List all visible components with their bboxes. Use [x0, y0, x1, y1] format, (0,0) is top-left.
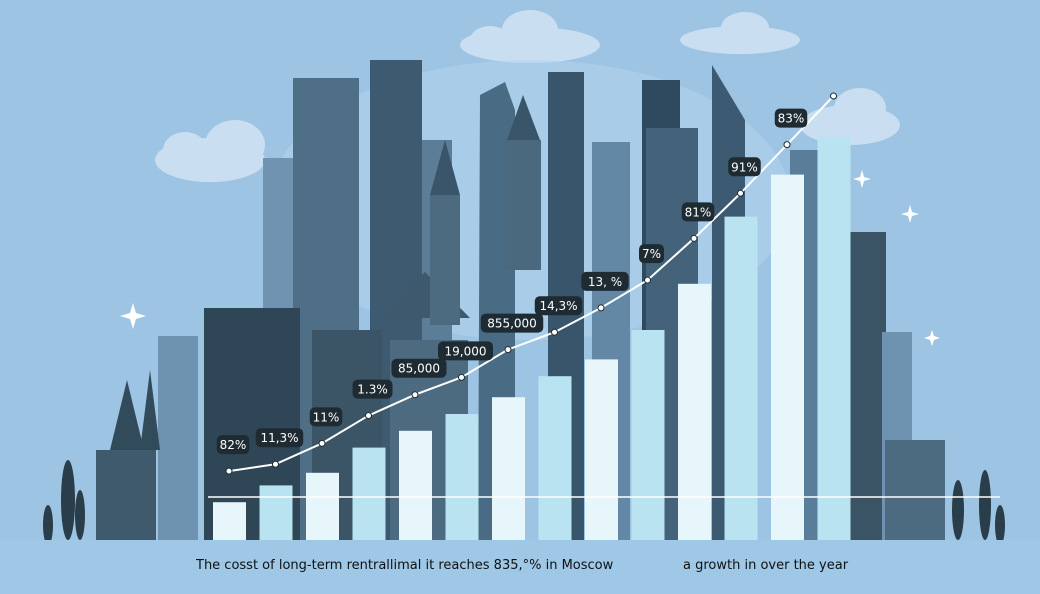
bar: [585, 359, 618, 540]
trend-point: [830, 92, 837, 100]
data-label: 11,3%: [255, 428, 304, 448]
data-label: 14,3%: [534, 296, 583, 316]
data-label-background: [391, 358, 447, 378]
bar: [306, 472, 339, 540]
data-label-text: 91%: [731, 160, 758, 174]
bar: [724, 216, 758, 540]
data-label-text: 83%: [778, 112, 805, 126]
trend-point: [365, 412, 372, 420]
bar: [492, 397, 525, 540]
data-label-background: [309, 407, 343, 427]
ground: [0, 540, 1040, 594]
trend-point: [690, 234, 698, 242]
trend-point: [551, 328, 558, 336]
data-label: 1.3%: [352, 379, 393, 399]
data-label-text: 82%: [220, 438, 247, 452]
cloud-left: [155, 120, 265, 182]
data-label-text: 11%: [313, 410, 340, 424]
trend-point: [272, 460, 279, 468]
trend-point: [504, 346, 512, 354]
data-label-background: [216, 435, 250, 455]
data-label-text: 7%: [642, 247, 661, 261]
data-label: 85,000: [391, 358, 447, 378]
bar: [352, 447, 386, 540]
data-label: 855,000: [480, 313, 544, 333]
data-label-text: 85,000: [398, 362, 440, 376]
caption-right: a growth in over the year: [683, 558, 849, 573]
data-label-text: 81%: [685, 205, 712, 219]
data-label-background: [728, 157, 761, 177]
data-label-text: 855,000: [487, 317, 537, 331]
trend-point: [411, 391, 419, 399]
data-label: 83%: [774, 108, 808, 128]
trend-line: [228, 95, 835, 473]
trend-point: [318, 439, 326, 447]
data-label: 13, %: [581, 271, 629, 291]
data-label-background: [581, 271, 629, 291]
data-label: 11%: [309, 407, 343, 427]
bar: [631, 330, 665, 540]
data-label-text: 1.3%: [357, 383, 388, 397]
bar: [538, 376, 572, 540]
data-label-background: [438, 341, 493, 361]
data-label-background: [534, 296, 583, 316]
cloud-top: [460, 10, 800, 63]
trend-point: [225, 467, 233, 475]
data-label-background: [681, 202, 715, 222]
bar: [678, 283, 711, 540]
bar-series: [213, 136, 851, 541]
bar: [213, 502, 246, 540]
trend-point: [644, 276, 651, 284]
data-label: 82%: [216, 435, 250, 455]
data-label: 91%: [728, 157, 761, 177]
data-label: 7%: [639, 244, 664, 264]
data-label: 81%: [681, 202, 715, 222]
bar: [445, 414, 479, 540]
tree-icons: [43, 460, 1005, 545]
data-label-background: [352, 379, 393, 399]
trend-point: [458, 373, 465, 381]
sparkle-icons: [120, 170, 940, 346]
bar: [259, 485, 293, 540]
trend-point: [737, 189, 744, 197]
cloud-right: [800, 88, 900, 145]
data-label-background: [639, 244, 664, 264]
trend-point: [783, 141, 791, 149]
data-label-text: 14,3%: [539, 299, 577, 313]
trend-points: [225, 92, 837, 475]
bar: [399, 430, 432, 540]
data-label: 19,000: [438, 341, 493, 361]
data-label-background: [774, 108, 808, 128]
data-label-background: [480, 313, 544, 333]
data-label-text: 19,000: [445, 344, 487, 358]
trend-point: [597, 304, 605, 312]
bar: [771, 174, 804, 540]
bar: [817, 136, 851, 541]
data-label-background: [255, 428, 304, 448]
caption-left: The cosst of long-term rentrallimal it r…: [195, 558, 614, 573]
data-label-text: 11,3%: [260, 431, 298, 445]
data-label-text: 13, %: [588, 275, 622, 289]
